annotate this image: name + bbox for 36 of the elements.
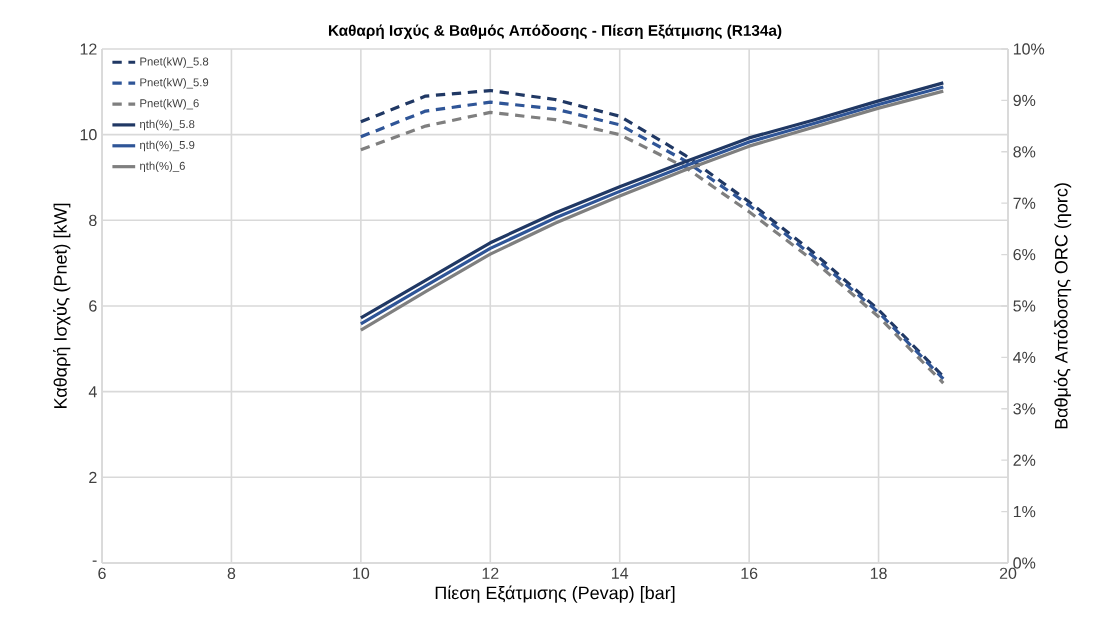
y-tick-label: 2	[89, 471, 97, 483]
y2-tick-label: 3%	[1013, 403, 1036, 415]
legend-label: Pnet(kW)_6	[140, 98, 199, 110]
x-tick-label: 20	[999, 567, 1017, 580]
x-tick-label: 10	[353, 567, 370, 580]
y-tick-label: 10	[80, 129, 97, 141]
y2-tick-label: 10%	[1013, 43, 1045, 55]
y-tick-label: 8	[89, 214, 97, 226]
legend-label: ηth(%)_6	[140, 161, 185, 173]
y2-tick-label: 5%	[1013, 300, 1036, 312]
y-tick-label: -	[92, 560, 97, 562]
y2-tick-label: 1%	[1013, 505, 1036, 518]
y-axis-title: Καθαρή Ισχύς (Pnet) [kW]	[53, 203, 71, 408]
x-tick-label: 8	[227, 567, 236, 580]
legend-label: ηth(%)_5.9	[140, 140, 195, 152]
y-tick-label: 6	[89, 300, 97, 312]
y2-tick-label: 6%	[1013, 248, 1036, 261]
x-tick-label: 14	[612, 567, 629, 579]
x-tick-label: 16	[741, 567, 758, 580]
x-tick-label: 6	[98, 567, 106, 580]
y2-tick-label: 4%	[1013, 351, 1036, 363]
legend-label: Pnet(kW)_5.9	[140, 78, 209, 89]
legend-label: Pnet(kW)_5.8	[140, 57, 209, 68]
chart-title: Καθαρή Ισχύς & Βαθμός Απόδοσης - Πίεση Εξάτμισης (R134a)	[328, 24, 782, 39]
y-tick-label: 4	[88, 386, 97, 398]
y2-tick-label: 2%	[1013, 454, 1036, 466]
legend-label: ηth(%)_5.8	[140, 119, 195, 131]
x-tick-label: 18	[870, 567, 887, 580]
x-tick-label: 12	[482, 567, 499, 579]
y2-tick-label: 9%	[1013, 94, 1036, 107]
y-tick-label: 12	[80, 43, 97, 55]
y2-tick-label: 7%	[1013, 197, 1036, 209]
y2-tick-label: 0%	[1013, 557, 1036, 569]
y2-axis-title: Βαθμός Απόδοσης ORC (ηorc)	[1053, 183, 1072, 429]
y2-tick-label: 8%	[1013, 146, 1036, 158]
x-axis-title: Πίεση Εξάτμισης (Pevap) [bar]	[435, 585, 675, 603]
